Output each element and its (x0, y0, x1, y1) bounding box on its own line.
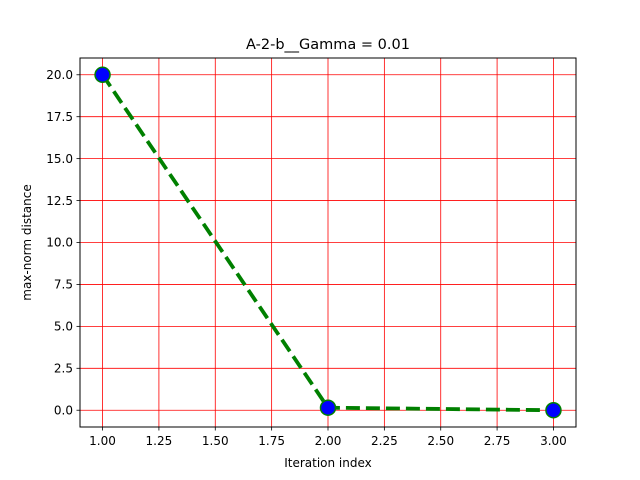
y-axis: 0.0 2.5 5.0 7.5 10.0 12.5 15.0 17.5 20.0 (46, 68, 80, 417)
y-tick-label: 0.0 (54, 403, 73, 417)
x-tick-label: 1.25 (146, 434, 173, 448)
y-tick-label: 17.5 (46, 110, 73, 124)
y-tick-label: 10.0 (46, 236, 73, 250)
x-tick-label: 2.75 (484, 434, 511, 448)
series-group (94, 66, 562, 419)
y-tick-label: 5.0 (54, 320, 73, 334)
y-tick-label: 7.5 (54, 278, 73, 292)
x-tick-label: 3.00 (540, 434, 567, 448)
y-axis-label: max-norm distance (20, 184, 34, 301)
x-tick-label: 1.50 (202, 434, 229, 448)
x-axis: 1.00 1.25 1.50 1.75 2.00 2.25 2.50 2.75 3.00 (89, 427, 567, 448)
data-point (545, 401, 562, 419)
y-tick-label: 20.0 (46, 68, 73, 82)
grid (80, 58, 576, 427)
x-tick-label: 2.00 (315, 434, 342, 448)
x-tick-label: 2.50 (427, 434, 454, 448)
x-axis-label: Iteration index (284, 456, 372, 470)
x-tick-label: 2.25 (371, 434, 398, 448)
y-tick-label: 2.5 (54, 361, 73, 375)
y-tick-label: 15.0 (46, 152, 73, 166)
data-point (94, 66, 111, 84)
data-point (319, 399, 337, 416)
chart-title: A-2-b__Gamma = 0.01 (246, 37, 410, 53)
x-tick-label: 1.00 (89, 434, 116, 448)
x-tick-label: 1.75 (258, 434, 285, 448)
y-tick-label: 12.5 (46, 194, 73, 208)
